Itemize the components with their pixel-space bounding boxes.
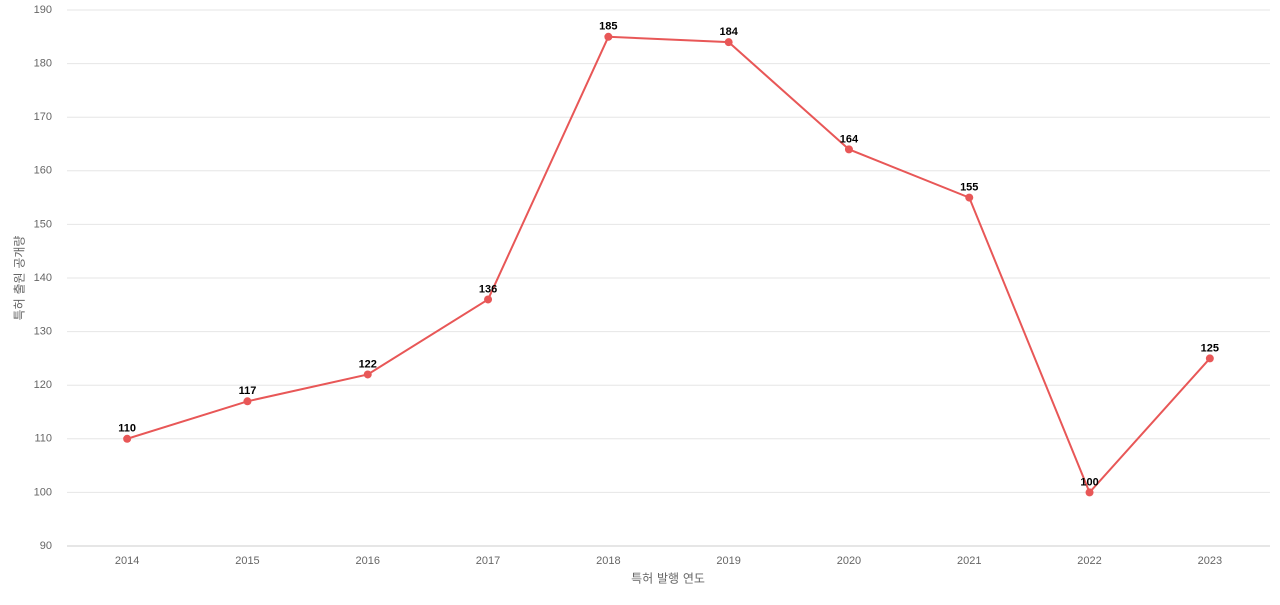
data-label: 185 <box>599 21 617 33</box>
data-label: 164 <box>840 133 859 145</box>
data-point <box>363 370 372 379</box>
data-point <box>1085 488 1094 497</box>
x-tick-label: 2017 <box>476 555 500 567</box>
data-point <box>844 145 853 154</box>
y-tick-label: 120 <box>34 379 52 391</box>
data-point <box>243 397 252 406</box>
y-tick-label: 110 <box>34 433 52 445</box>
data-label: 122 <box>359 358 377 370</box>
data-label: 117 <box>239 385 257 397</box>
data-point <box>1205 354 1214 363</box>
data-label: 110 <box>118 423 136 435</box>
x-tick-label: 2023 <box>1198 555 1222 567</box>
y-tick-label: 150 <box>34 218 52 230</box>
y-tick-label: 90 <box>40 540 52 552</box>
data-point <box>724 38 733 47</box>
y-axis-title: 특허 출원 공개량 <box>13 236 27 321</box>
data-line <box>126 35 1211 495</box>
data-point <box>484 295 493 304</box>
data-point <box>965 193 974 202</box>
x-tick-label: 2015 <box>235 555 259 567</box>
x-tick-label: 2014 <box>115 555 139 567</box>
data-point <box>123 434 132 443</box>
x-axis-title: 특허 발행 연도 <box>631 571 705 586</box>
y-tick-label: 100 <box>34 486 52 498</box>
x-tick-label: 2022 <box>1077 555 1101 567</box>
y-tick-label: 130 <box>34 326 52 338</box>
data-label: 100 <box>1080 476 1098 488</box>
x-tick-label: 2021 <box>957 555 981 567</box>
y-tick-label: 140 <box>34 272 52 284</box>
x-tick-label: 2018 <box>596 555 620 567</box>
data-label: 125 <box>1201 342 1219 354</box>
y-tick-label: 190 <box>34 4 52 16</box>
data-label: 184 <box>719 26 738 38</box>
data-point <box>604 32 613 41</box>
x-tick-label: 2020 <box>837 555 861 567</box>
x-tick-label: 2016 <box>356 555 380 567</box>
data-label: 155 <box>960 182 978 194</box>
data-label: 136 <box>479 283 497 295</box>
y-tick-label: 170 <box>34 111 52 123</box>
y-tick-label: 180 <box>34 58 52 70</box>
x-tick-label: 2019 <box>716 555 740 567</box>
y-tick-label: 160 <box>34 165 52 177</box>
